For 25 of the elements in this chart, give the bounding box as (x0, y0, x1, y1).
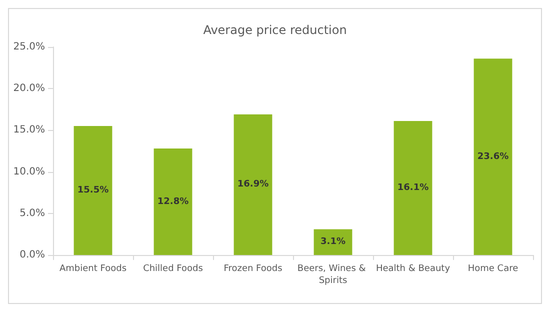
y-tick-label: 0.0% (20, 250, 45, 260)
bar (474, 58, 512, 255)
y-tick-label: 25.0% (13, 42, 45, 52)
bar (234, 114, 272, 255)
x-tick-label: Home Care (468, 264, 519, 274)
bar (314, 229, 352, 255)
x-tick-label: Chilled Foods (143, 264, 204, 274)
x-tick-label: Beers, Wines & Spirits (297, 264, 369, 286)
data-label: 3.1% (320, 237, 346, 248)
data-label: 23.6% (477, 152, 509, 162)
y-tick-label: 10.0% (13, 166, 45, 178)
x-tick-label: Health & Beauty (376, 264, 451, 274)
data-label: 16.1% (397, 183, 429, 194)
data-label: 16.9% (237, 180, 269, 190)
y-tick-label: 20.0% (13, 83, 45, 94)
bar (74, 126, 112, 255)
x-tick-label: Frozen Foods (224, 264, 283, 274)
x-tick-label: Ambient Foods (59, 264, 127, 274)
data-label: 12.8% (157, 196, 189, 207)
bar (154, 148, 192, 255)
bar (394, 121, 432, 255)
y-tick-label: 5.0% (20, 208, 45, 219)
chart-title: Average price reduction (203, 23, 347, 37)
data-label: 15.5% (77, 186, 109, 196)
y-tick-label: 15.0% (13, 124, 45, 136)
